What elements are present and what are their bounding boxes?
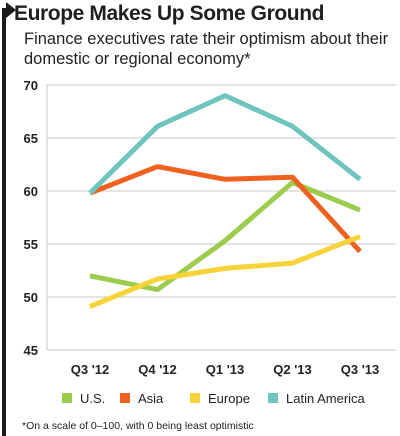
- x-tick-labels: Q3 '12 Q4 '12 Q1 '13 Q2 '13 Q3 '13: [71, 362, 380, 377]
- legend: U.S. Asia Europe Latin America: [62, 391, 366, 406]
- grid-lines: [46, 84, 396, 351]
- series-line-europe: [89, 234, 361, 309]
- y-tick-label: 45: [24, 343, 38, 358]
- y-tick-label: 65: [24, 131, 38, 146]
- title-accent-arrow: [6, 2, 16, 18]
- legend-label-latin-america: Latin America: [286, 391, 366, 406]
- title-accent-bar: [2, 8, 6, 436]
- y-tick-label: 70: [24, 78, 38, 93]
- x-tick-label: Q4 '12: [138, 362, 177, 377]
- legend-label-europe: Europe: [208, 391, 250, 406]
- legend-swatch-europe: [190, 393, 200, 403]
- legend-swatch-latin-america: [268, 393, 278, 403]
- x-tick-label: Q3 '12: [71, 362, 110, 377]
- y-tick-labels: 45 50 55 60 65 70: [24, 78, 38, 358]
- legend-swatch-u-s: [62, 393, 72, 403]
- series-line-asia: [89, 164, 362, 254]
- series-line-u-s: [89, 180, 361, 293]
- footnote: *On a scale of 0–100, with 0 being least…: [22, 420, 254, 432]
- series-lines: [88, 93, 362, 309]
- chart-title: Europe Makes Up Some Ground: [14, 2, 325, 25]
- legend-swatch-asia: [120, 393, 130, 403]
- legend-label-asia: Asia: [138, 391, 164, 406]
- y-tick-label: 55: [24, 237, 38, 252]
- x-tick-label: Q3 '13: [341, 362, 380, 377]
- legend-label-u-s: U.S.: [80, 391, 105, 406]
- y-tick-label: 50: [24, 290, 38, 305]
- x-tick-label: Q1 '13: [206, 362, 245, 377]
- y-tick-label: 60: [24, 184, 38, 199]
- chart-subtitle: Finance executives rate their optimism a…: [24, 30, 389, 68]
- series-line-latin-america: [88, 93, 362, 195]
- x-tick-label: Q2 '13: [273, 362, 312, 377]
